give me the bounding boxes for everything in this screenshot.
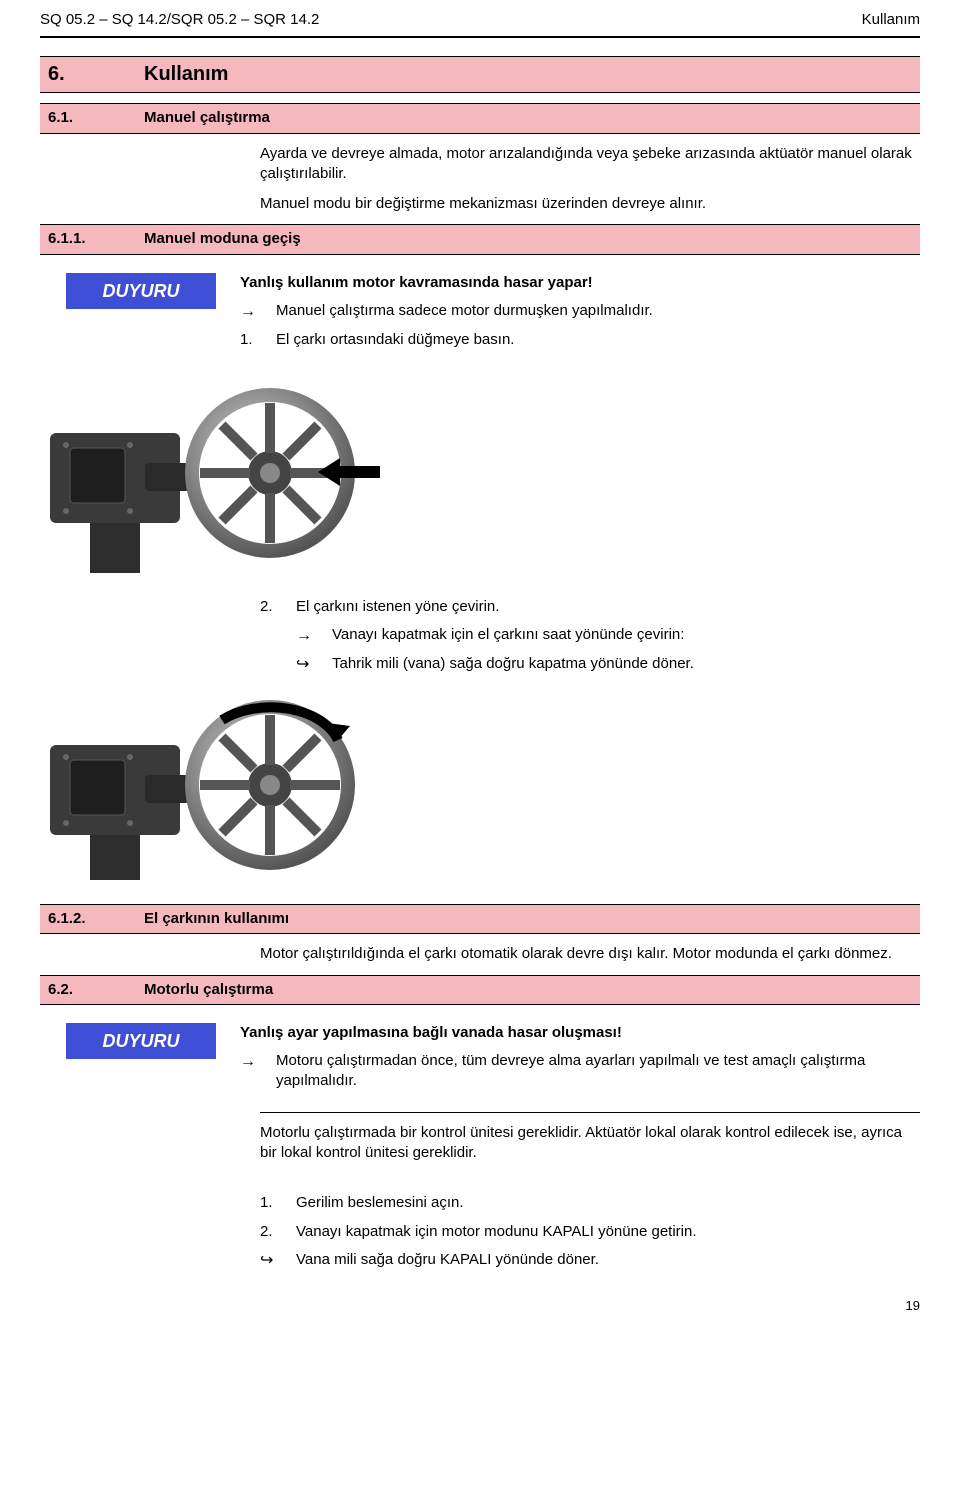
section-6-1-1-title: Manuel moduna geçiş: [144, 229, 301, 249]
notice-2-bold: Yanlış ayar yapılmasına bağlı vanada has…: [240, 1023, 920, 1043]
notice-2-step1: 1. Gerilim beslemesini açın.: [260, 1193, 920, 1213]
intro-para-2: Manuel modu bir değiştirme mekanizması ü…: [260, 194, 920, 214]
notice-2-hook-text: Vana mili sağa doğru KAPALI yönünde döne…: [296, 1250, 599, 1272]
section-6-1-1: 6.1.1. Manuel moduna geçiş: [40, 224, 920, 254]
notice-1-step1: 1. El çarkı ortasındaki düğmeye basın.: [240, 330, 920, 350]
arrow-icon: →: [296, 625, 316, 647]
motor-block: Motorlu çalıştırmada bir kontrol ünitesi…: [260, 1112, 920, 1272]
hook-icon: ↪: [260, 1250, 280, 1272]
step-num-2b: 2.: [260, 1222, 280, 1242]
notice-2-badge: DUYURU: [66, 1023, 216, 1059]
arrow-icon: →: [240, 1051, 260, 1092]
step-num-1: 1.: [240, 330, 260, 350]
notice-2-arrow: → Motoru çalıştırmadan önce, tüm devreye…: [240, 1051, 920, 1092]
notice-1-step1-text: El çarkı ortasındaki düğmeye basın.: [276, 330, 514, 350]
intro-para-1: Ayarda ve devreye almada, motor arızalan…: [260, 144, 920, 185]
notice-2: DUYURU Yanlış ayar yapılmasına bağlı van…: [40, 1023, 920, 1100]
section-6: 6. Kullanım: [40, 56, 920, 93]
notice-1-step2-text: El çarkını istenen yöne çevirin.: [296, 597, 499, 617]
section-6-2-title: Motorlu çalıştırma: [144, 980, 273, 1000]
notice-1-steps-cont: 2. El çarkını istenen yöne çevirin. → Va…: [260, 597, 920, 676]
section-6-1-2-title: El çarkının kullanımı: [144, 909, 289, 929]
notice-2-step2-text: Vanayı kapatmak için motor modunu KAPALI…: [296, 1222, 697, 1242]
notice-1-arrow-text: Manuel çalıştırma sadece motor durmuşken…: [276, 301, 653, 323]
notice-2-step1-text: Gerilim beslemesini açın.: [296, 1193, 464, 1213]
notice-1-subarrow: → Vanayı kapatmak için el çarkını saat y…: [296, 625, 920, 647]
section-6-1-title: Manuel çalıştırma: [144, 108, 270, 128]
notice-2-hook: ↪ Vana mili sağa doğru KAPALI yönünde dö…: [260, 1250, 920, 1272]
notice-1-bold: Yanlış kullanım motor kavramasında hasar…: [240, 273, 920, 293]
section-6-1-2-num: 6.1.2.: [48, 909, 116, 929]
notice-1-subhook: ↪ Tahrik mili (vana) sağa doğru kapatma …: [296, 654, 920, 676]
notice-2-step2: 2. Vanayı kapatmak için motor modunu KAP…: [260, 1222, 920, 1242]
notice-2-content: Yanlış ayar yapılmasına bağlı vanada has…: [240, 1023, 920, 1100]
step-num-1b: 1.: [260, 1193, 280, 1213]
notice-2-arrow-text: Motoru çalıştırmadan önce, tüm devreye a…: [276, 1051, 920, 1092]
page-number: 19: [40, 1297, 920, 1315]
section-6-1-2: 6.1.2. El çarkının kullanımı: [40, 904, 920, 934]
figure-2: [40, 690, 920, 880]
notice-1-subarrow-text: Vanayı kapatmak için el çarkını saat yön…: [332, 625, 684, 647]
section-6-num: 6.: [48, 61, 116, 88]
intro-block: Ayarda ve devreye almada, motor arızalan…: [260, 144, 920, 215]
notice-1-arrow: → Manuel çalıştırma sadece motor durmuşk…: [240, 301, 920, 323]
section-6-title: Kullanım: [144, 61, 228, 88]
header-rule: [40, 36, 920, 38]
section-6-2-num: 6.2.: [48, 980, 116, 1000]
figure-1: [40, 373, 920, 573]
motor-info: Motorlu çalıştırmada bir kontrol ünitesi…: [260, 1123, 920, 1164]
header-right: Kullanım: [862, 10, 920, 30]
notice-1: DUYURU Yanlış kullanım motor kavramasınd…: [40, 273, 920, 359]
s612-block: Motor çalıştırıldığında el çarkı otomati…: [260, 944, 920, 964]
section-6-2: 6.2. Motorlu çalıştırma: [40, 975, 920, 1005]
notice-1-badge: DUYURU: [66, 273, 216, 309]
section-6-1-1-num: 6.1.1.: [48, 229, 116, 249]
divider: [260, 1112, 920, 1113]
page-header: SQ 05.2 – SQ 14.2/SQR 05.2 – SQR 14.2 Ku…: [40, 10, 920, 30]
section-6-1: 6.1. Manuel çalıştırma: [40, 103, 920, 133]
hook-icon: ↪: [296, 654, 316, 676]
notice-1-content: Yanlış kullanım motor kavramasında hasar…: [240, 273, 920, 359]
step-num-2: 2.: [260, 597, 280, 617]
s612-para: Motor çalıştırıldığında el çarkı otomati…: [260, 944, 920, 964]
header-left: SQ 05.2 – SQ 14.2/SQR 05.2 – SQR 14.2: [40, 10, 319, 30]
arrow-icon: →: [240, 301, 260, 323]
notice-1-step2: 2. El çarkını istenen yöne çevirin.: [260, 597, 920, 617]
section-6-1-num: 6.1.: [48, 108, 116, 128]
notice-1-subhook-text: Tahrik mili (vana) sağa doğru kapatma yö…: [332, 654, 694, 676]
